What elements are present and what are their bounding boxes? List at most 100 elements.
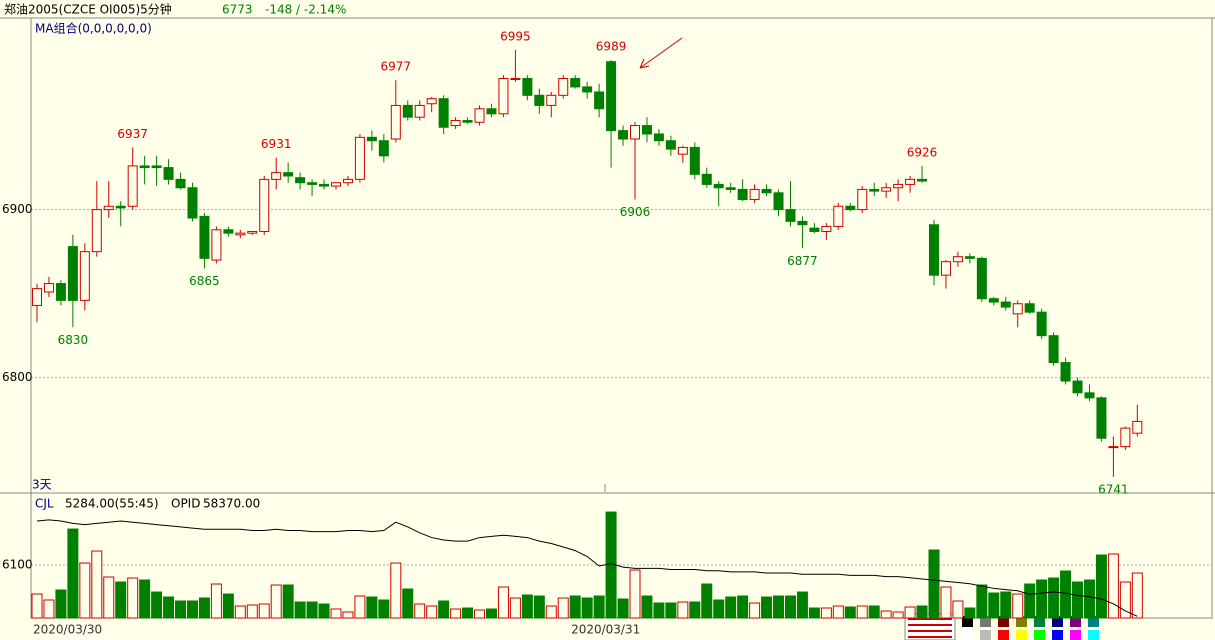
y-tick-label: 6800: [2, 370, 33, 384]
volume-bar: [737, 595, 749, 619]
volume-bar: [115, 581, 127, 619]
volume-bar: [163, 596, 175, 619]
candle-body: [438, 98, 449, 128]
volume-bar: [354, 595, 366, 619]
volume-bar: [665, 602, 677, 619]
ma-label: MA组合(0,0,0,0,0,0): [35, 21, 152, 36]
volume-bar: [1000, 591, 1012, 619]
candle-body: [749, 188, 760, 201]
volume-bar: [916, 605, 928, 619]
candle-body: [1096, 397, 1107, 439]
candle-body: [91, 209, 102, 253]
y-tick-label: 6900: [2, 202, 33, 216]
volume-bar: [1131, 572, 1143, 619]
volume-bar: [713, 599, 725, 619]
volume-bar: [545, 605, 557, 619]
volume-bar: [904, 606, 916, 619]
candle-body: [378, 140, 389, 157]
candle-body: [677, 146, 688, 155]
opid-line: [36, 519, 1138, 617]
volume-bar: [67, 528, 79, 619]
volume-bar: [342, 611, 354, 619]
extreme-label: 6989: [596, 40, 627, 54]
candle-body: [115, 205, 126, 209]
volume-bar: [186, 600, 198, 619]
volume-bar: [868, 605, 880, 619]
volume-bar: [1107, 553, 1119, 619]
candle-body: [905, 178, 916, 185]
candle-body: [821, 225, 832, 232]
candle-body: [988, 298, 999, 303]
volume-bar: [593, 595, 605, 619]
candle-body: [737, 188, 748, 201]
candle-body: [665, 140, 676, 150]
candle-body: [151, 165, 162, 169]
volume-bar: [952, 600, 964, 619]
candle-body: [402, 104, 413, 118]
candle-body: [964, 256, 975, 259]
volume-bar: [450, 608, 462, 619]
extreme-label: 6937: [117, 127, 148, 141]
volume-bar: [988, 592, 1000, 619]
volume-bar: [796, 591, 808, 619]
candle-body: [534, 94, 545, 106]
arrow-head: [639, 58, 650, 69]
candle-body: [1012, 303, 1023, 315]
volume-bar: [258, 603, 270, 619]
extreme-label: 6830: [58, 333, 89, 347]
volume-bar: [808, 607, 820, 619]
volume-bar: [820, 607, 832, 619]
candle-body: [833, 205, 844, 227]
volume-bar: [844, 606, 856, 619]
candle-body: [594, 91, 605, 110]
volume-bar: [892, 611, 904, 619]
candle-body: [67, 246, 78, 301]
candle-body: [319, 183, 330, 187]
change: -148 / -2.14%: [265, 3, 346, 17]
candle-body: [271, 172, 282, 180]
candle-body: [366, 136, 377, 142]
volume-bar: [581, 597, 593, 619]
candle-body: [342, 178, 353, 184]
candle-body: [773, 192, 784, 211]
candle-body: [1048, 335, 1059, 364]
candle-body: [414, 104, 425, 118]
candle-body: [307, 182, 318, 185]
candle-body: [881, 187, 892, 192]
candle-body: [929, 224, 939, 276]
volume-bar: [880, 610, 892, 619]
opid-readout: 58370.00: [203, 497, 260, 511]
volume-bar: [103, 576, 115, 619]
candle-body: [199, 215, 210, 259]
volume-bar: [497, 586, 509, 619]
candle-body: [1120, 427, 1131, 448]
candle-body: [486, 108, 497, 115]
candle-body: [893, 183, 904, 189]
candle-body: [869, 188, 880, 192]
candle-body: [187, 187, 198, 219]
extreme-label: 6931: [261, 137, 292, 151]
extreme-label: 6926: [907, 145, 938, 159]
volume-bar: [1048, 577, 1060, 619]
volume-bar: [210, 583, 222, 619]
candle-body: [127, 165, 138, 207]
frame: [30, 17, 1213, 619]
volume-bar: [127, 577, 139, 619]
period: 3天: [32, 478, 52, 492]
volume-bar: [270, 584, 282, 619]
candle-body: [630, 125, 640, 140]
candle-body: [1072, 380, 1083, 394]
candle-body: [522, 78, 533, 96]
candle-body: [689, 146, 700, 175]
candle-body: [1132, 420, 1143, 434]
volume-bar: [402, 588, 414, 619]
volume-bar: [773, 595, 785, 619]
volume-bar: [330, 608, 342, 619]
volume-bar: [689, 601, 701, 619]
candle-body: [713, 183, 724, 189]
volume-bar: [509, 597, 521, 619]
volume-bar: [198, 597, 210, 619]
volume-bar: [976, 584, 988, 619]
candle-body: [462, 120, 473, 123]
